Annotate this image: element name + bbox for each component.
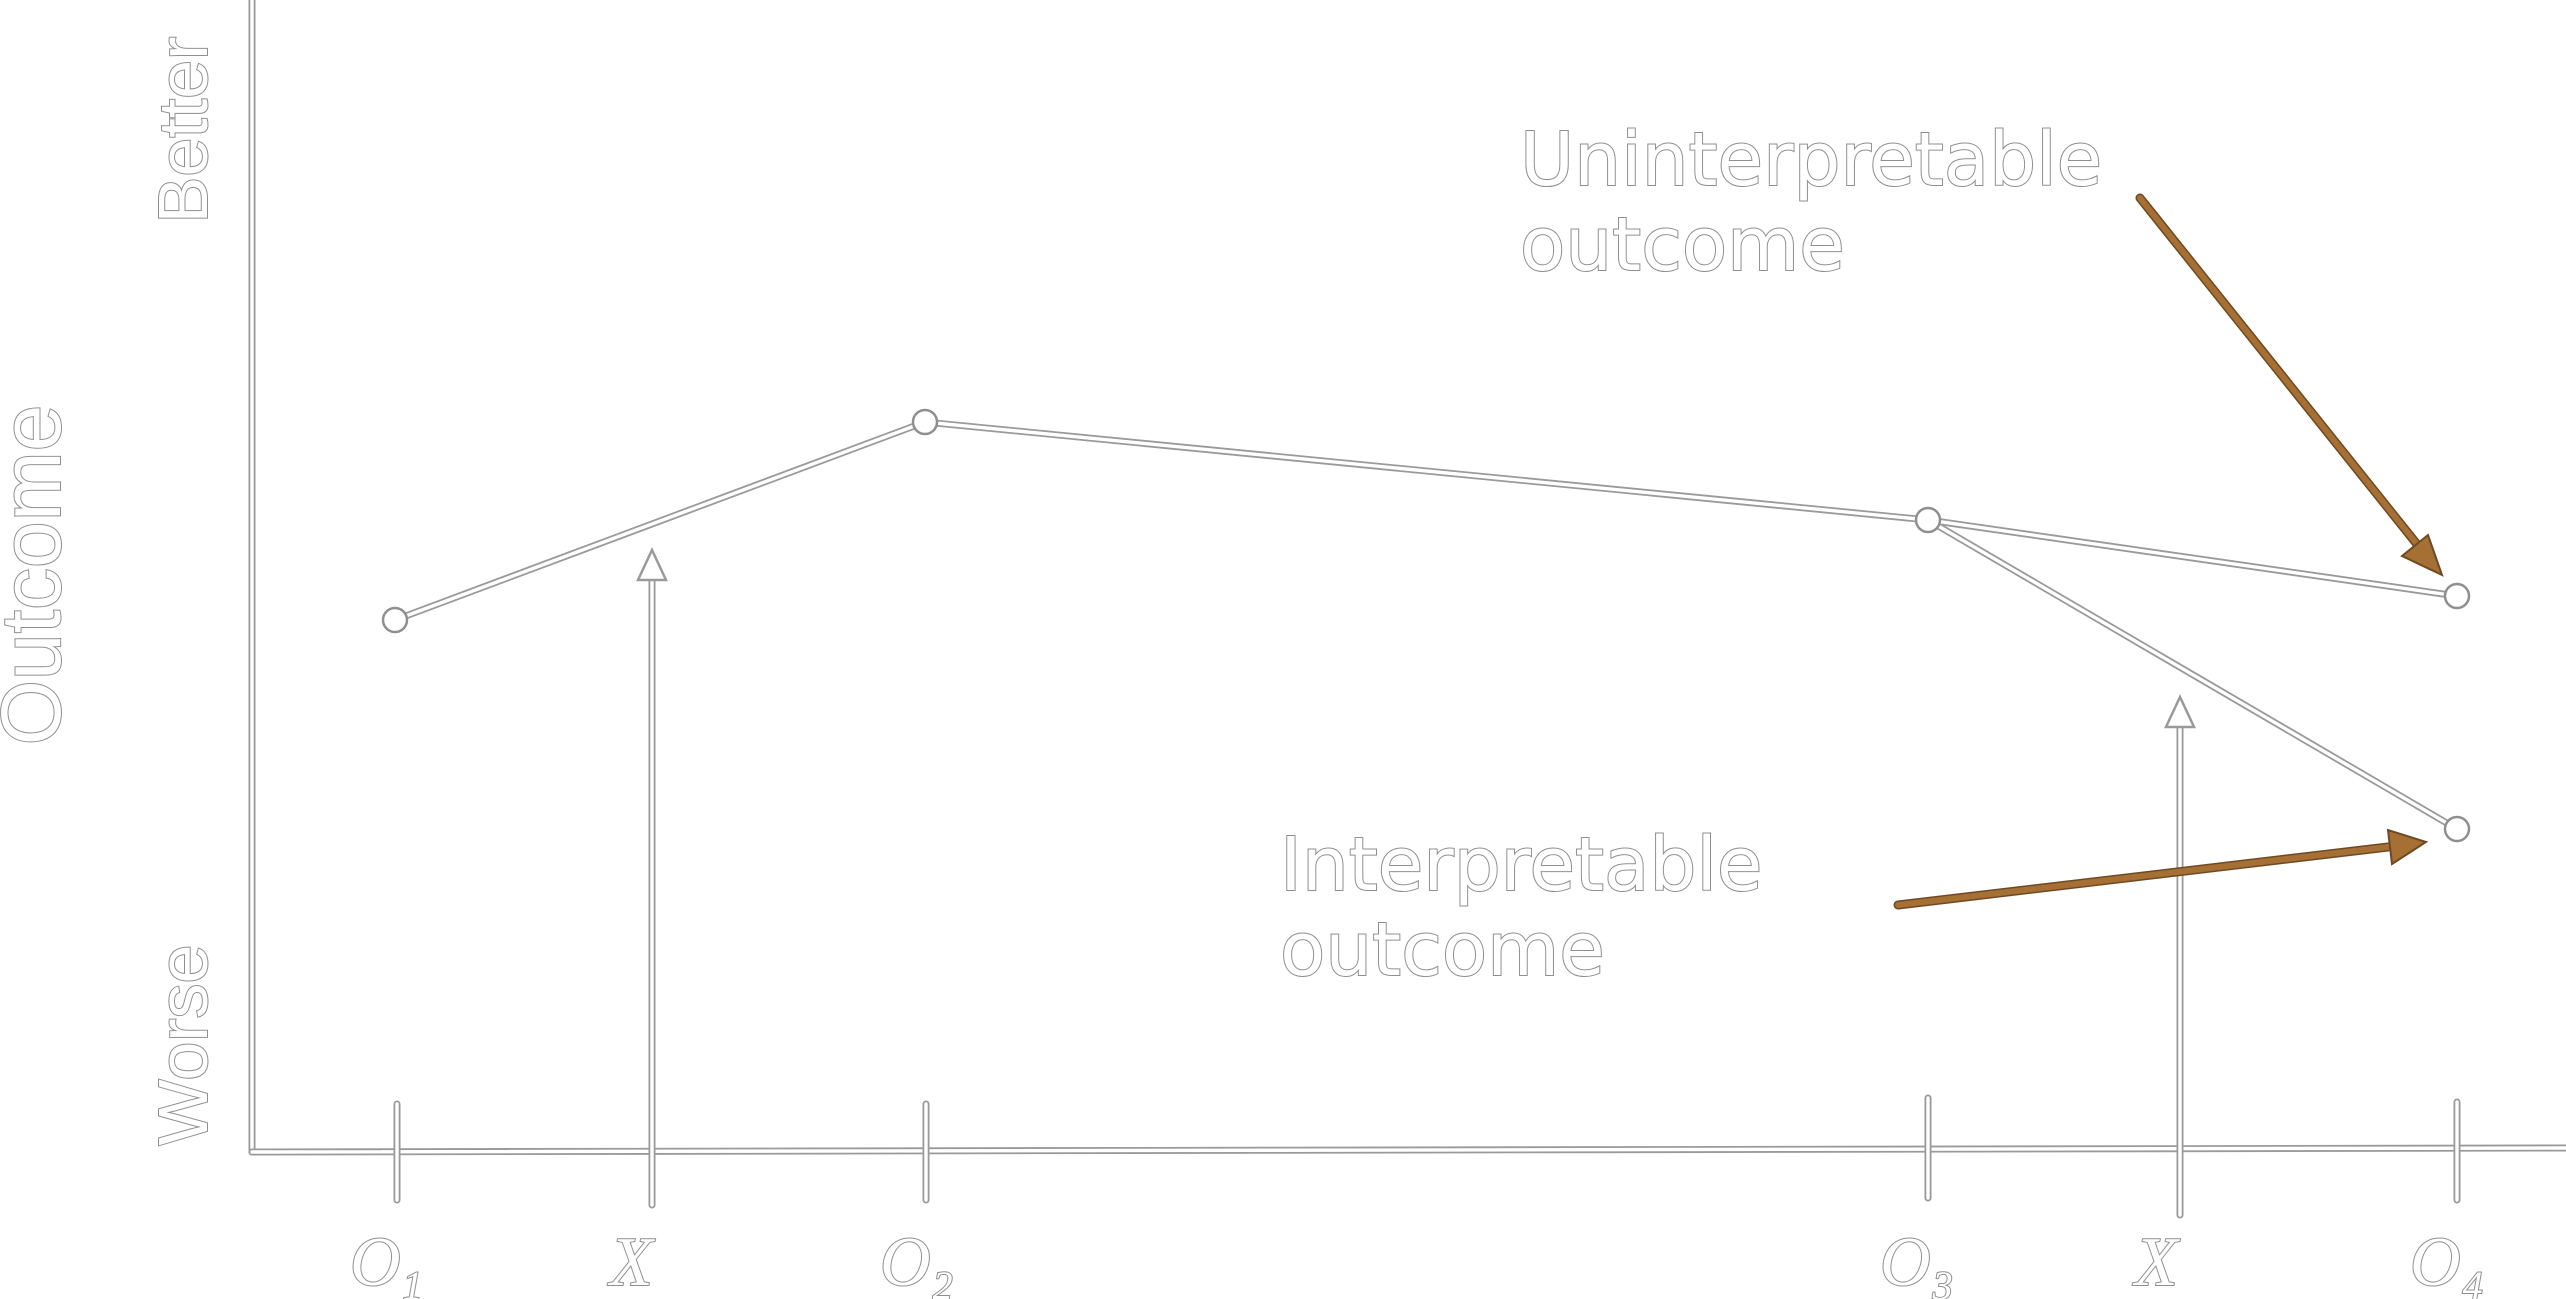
time-label-o3: O3 <box>1880 1224 1953 1299</box>
time-label-o1: O1 <box>350 1224 423 1299</box>
annotation-uninterpretable-line1: Uninterpretable <box>1520 117 2102 203</box>
annotation-uninterpretable: Uninterpretable outcome <box>1519 116 2103 289</box>
time-label-o2-sub: 2 <box>933 1263 953 1299</box>
time-label-o1-letter: O <box>350 1224 401 1299</box>
annotation-interpretable-line2: outcome <box>1280 907 1605 993</box>
y-axis-bottom-label: Worse <box>144 945 222 1146</box>
time-label-o3-letter: O <box>1880 1224 1931 1299</box>
point-o1 <box>381 606 409 634</box>
x-axis <box>248 1144 2566 1156</box>
time-label-o4-letter: O <box>2410 1224 2461 1299</box>
outcome-line-upper <box>391 418 2461 624</box>
time-label-x2: X <box>2132 1224 2181 1299</box>
point-o2 <box>911 408 939 436</box>
time-label-o3-sub: 3 <box>1932 1263 1953 1299</box>
time-label-o4: O4 <box>2410 1224 2483 1299</box>
annotation-uninterpretable-line2: outcome <box>1520 202 1845 288</box>
time-label-o4-sub: 4 <box>2463 1263 2483 1299</box>
annotation-arrow-interpretable <box>1893 828 2429 910</box>
annotation-interpretable-line1: Interpretable <box>1280 822 1762 908</box>
treatment-arrow-2 <box>2164 694 2196 1219</box>
point-o4-lower <box>2443 815 2471 843</box>
time-label-o2: O2 <box>880 1224 953 1299</box>
annotation-arrow-uninterpretable <box>2135 193 2444 577</box>
time-label-o2-letter: O <box>880 1224 931 1299</box>
time-label-o1-sub: 1 <box>403 1263 423 1299</box>
y-axis-top-label: Better <box>144 37 222 224</box>
outcome-line-lower <box>1924 516 2461 833</box>
annotation-interpretable: Interpretable outcome <box>1279 821 1763 994</box>
treatment-arrow-1 <box>636 547 668 1209</box>
time-label-x1: X <box>607 1224 656 1299</box>
point-o3 <box>1914 506 1942 534</box>
y-axis-title: Outcome <box>0 405 78 746</box>
point-o4-upper <box>2443 582 2471 610</box>
